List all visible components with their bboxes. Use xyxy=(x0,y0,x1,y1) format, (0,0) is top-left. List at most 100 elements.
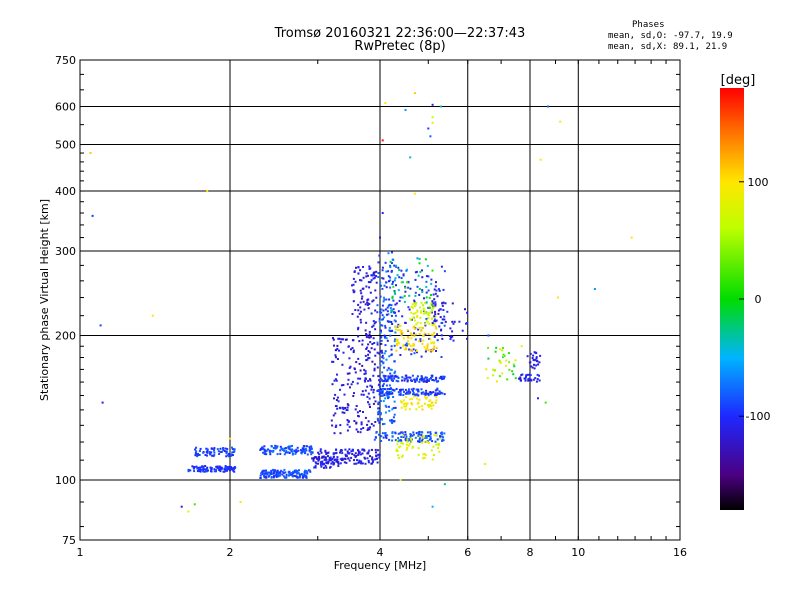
data-point xyxy=(425,436,428,439)
data-point xyxy=(284,451,287,454)
data-point xyxy=(428,305,431,308)
data-point xyxy=(222,470,225,473)
data-point xyxy=(431,308,434,311)
data-point xyxy=(336,396,339,399)
data-point xyxy=(397,341,400,344)
data-point xyxy=(419,270,422,273)
data-point xyxy=(432,347,435,350)
data-point xyxy=(422,453,425,456)
data-point xyxy=(101,401,104,404)
data-point xyxy=(423,332,426,335)
data-point xyxy=(385,286,388,289)
data-point xyxy=(386,390,389,393)
data-point xyxy=(430,303,433,306)
data-point xyxy=(296,475,299,478)
data-point xyxy=(371,300,374,303)
data-point xyxy=(270,470,273,472)
data-point xyxy=(424,376,427,379)
data-point xyxy=(434,320,437,323)
data-point xyxy=(410,318,413,321)
data-point xyxy=(381,356,384,359)
data-point xyxy=(269,473,272,476)
data-point xyxy=(426,343,429,346)
data-point xyxy=(387,252,390,255)
data-point xyxy=(431,341,434,344)
data-point xyxy=(331,424,334,427)
data-point xyxy=(393,290,396,292)
data-point xyxy=(427,394,430,397)
data-point xyxy=(432,404,435,407)
data-point xyxy=(310,447,313,450)
data-point xyxy=(380,388,383,391)
data-point xyxy=(353,290,356,293)
phase-stats-x: mean, sd,X: 89.1, 21.9 xyxy=(608,42,728,52)
data-point xyxy=(404,286,407,289)
data-point xyxy=(438,377,441,380)
data-point xyxy=(339,424,342,427)
data-point xyxy=(213,448,216,451)
data-point xyxy=(406,281,409,284)
y-axis-label: Stationary phase Virtual Height [km] xyxy=(38,199,51,401)
data-point xyxy=(423,441,426,443)
data-point xyxy=(368,397,371,400)
data-point xyxy=(375,457,378,460)
data-point xyxy=(407,343,410,345)
data-point xyxy=(379,295,382,298)
data-point xyxy=(210,447,213,450)
data-point xyxy=(367,307,370,310)
data-point xyxy=(272,472,275,474)
data-point xyxy=(355,421,358,424)
data-point xyxy=(359,318,362,321)
data-point xyxy=(449,338,452,341)
data-point xyxy=(388,438,391,441)
data-point xyxy=(391,309,394,312)
data-point xyxy=(492,368,495,371)
data-point xyxy=(204,454,207,456)
data-point xyxy=(405,448,408,451)
data-point xyxy=(412,393,414,396)
data-point xyxy=(334,378,337,381)
data-point xyxy=(312,457,315,460)
data-point xyxy=(233,467,236,469)
data-point xyxy=(384,308,387,311)
data-point xyxy=(348,459,351,462)
data-point xyxy=(365,336,368,339)
data-point xyxy=(374,448,377,451)
data-point xyxy=(366,452,369,455)
data-point xyxy=(494,369,496,372)
data-point xyxy=(404,402,407,405)
data-point xyxy=(385,411,387,414)
data-point xyxy=(494,350,497,353)
data-point xyxy=(389,266,392,269)
data-point xyxy=(321,455,324,458)
data-point xyxy=(371,448,373,451)
data-point xyxy=(263,448,266,451)
data-point xyxy=(208,451,211,454)
data-point xyxy=(287,447,290,450)
data-point xyxy=(216,465,219,468)
data-point xyxy=(377,352,380,355)
data-point xyxy=(390,262,393,264)
data-point xyxy=(420,301,423,304)
data-point xyxy=(377,453,380,456)
data-point xyxy=(419,340,422,343)
data-point xyxy=(203,470,206,473)
data-point xyxy=(310,445,313,448)
data-point xyxy=(367,427,370,430)
data-point xyxy=(410,353,413,356)
data-point xyxy=(364,372,367,375)
data-point xyxy=(233,450,236,453)
data-point xyxy=(446,310,449,313)
data-point xyxy=(233,448,236,451)
data-point xyxy=(403,390,406,393)
data-point xyxy=(366,385,369,388)
data-point xyxy=(404,322,407,324)
data-point xyxy=(452,339,455,342)
data-point xyxy=(505,364,508,367)
data-point xyxy=(347,345,350,348)
data-point xyxy=(531,357,534,359)
data-point xyxy=(283,476,286,479)
data-point xyxy=(534,358,537,361)
data-point xyxy=(273,470,276,473)
data-point xyxy=(437,443,440,446)
